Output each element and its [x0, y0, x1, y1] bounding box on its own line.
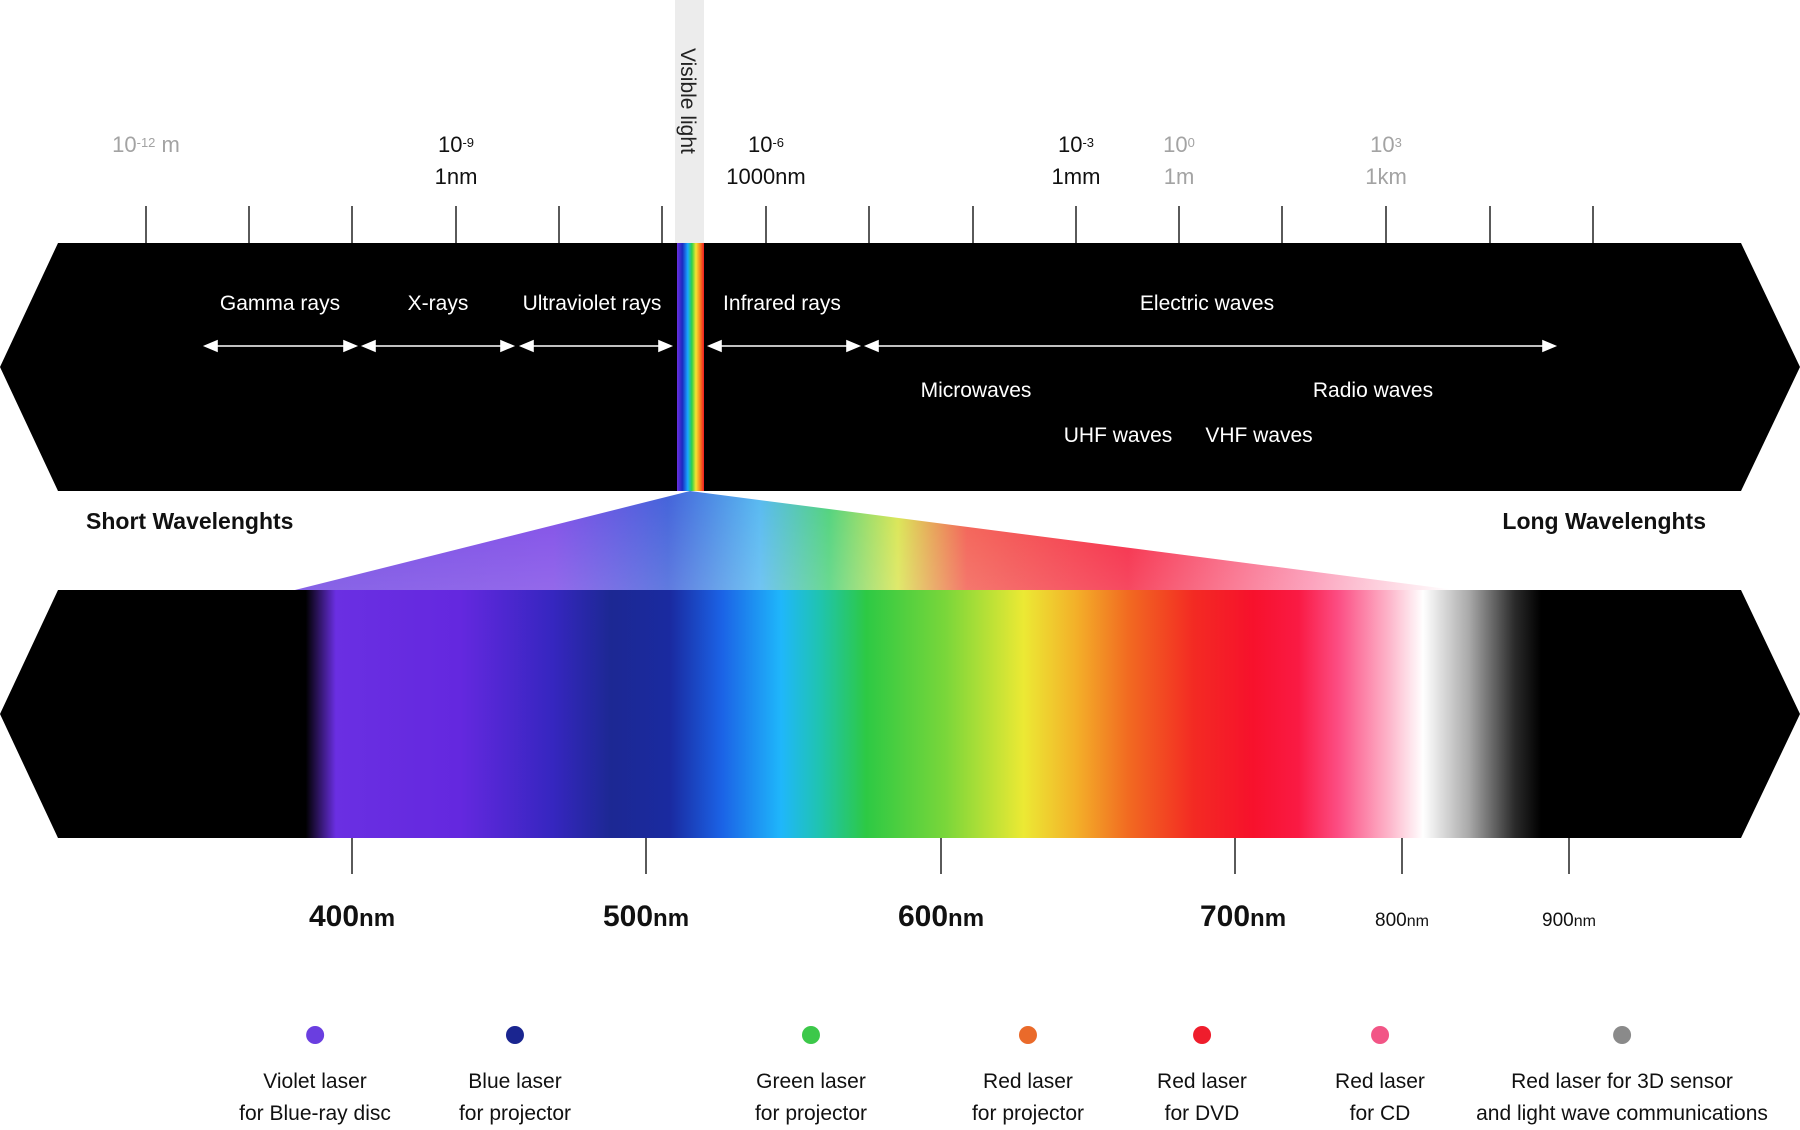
scale-exp: -6 — [772, 135, 785, 150]
scale-unit: m — [155, 132, 180, 157]
band-ultraviolet: Ultraviolet rays — [522, 292, 662, 315]
laser-blue: Blue laser for projector — [459, 1026, 571, 1130]
laser-dot — [505, 1026, 524, 1044]
scale-exp: 0 — [1187, 135, 1195, 150]
visible-light-strip — [677, 243, 704, 491]
nm-label-400: 400nm — [309, 900, 395, 934]
band-gamma-rays: Gamma rays — [219, 292, 341, 315]
band-vhf-waves: VHF waves — [1205, 424, 1313, 447]
nm-value: 600 — [897, 900, 949, 933]
laser-dot — [1192, 1026, 1211, 1044]
laser-line2: for projector — [971, 1102, 1085, 1125]
band-uhf-waves: UHF waves — [1063, 424, 1173, 447]
band-radio-waves: Radio waves — [1312, 379, 1434, 402]
laser-violet: Violet laser for Blue-ray disc — [239, 1026, 391, 1130]
nm-unit: nm — [1573, 913, 1596, 930]
laser-line2: for projector — [754, 1102, 868, 1125]
laser-line2: and light wave communications — [1476, 1102, 1768, 1125]
laser-dot — [306, 1026, 324, 1044]
top-scale-ticks — [145, 206, 1594, 243]
scale-label-1e-3: 10-3 1mm — [1052, 129, 1101, 193]
nm-label-800: 800nm — [1375, 910, 1429, 932]
laser-line1: Red laser — [1335, 1070, 1425, 1093]
long-wavelengths-label: Long Wavelenghts — [1502, 508, 1706, 534]
laser-green: Green laser for projector — [755, 1026, 867, 1130]
laser-line2: for projector — [458, 1102, 572, 1125]
nm-label-600: 600nm — [898, 900, 984, 934]
nm-value: 900 — [1542, 910, 1574, 931]
scale-exp: -9 — [462, 135, 475, 150]
scale-sub: 1nm — [434, 164, 478, 189]
laser-line1: Red laser for 3D sensor — [1511, 1070, 1733, 1093]
band-infrared: Infrared rays — [723, 292, 841, 315]
laser-dot — [1370, 1026, 1389, 1044]
scale-exp: -12 — [136, 135, 156, 150]
nm-label-900: 900nm — [1542, 910, 1596, 932]
nm-label-700: 700nm — [1200, 900, 1286, 934]
nm-label-500: 500nm — [603, 900, 689, 934]
band-arrows — [202, 339, 1558, 353]
scale-label-1e-12: 10-12 m — [112, 129, 180, 161]
visible-light-label: Visible light — [676, 48, 699, 154]
laser-dot — [1018, 1026, 1037, 1044]
scale-exp: -3 — [1082, 135, 1095, 150]
laser-red-3d-sensor: Red laser for 3D sensor and light wave c… — [1476, 1026, 1768, 1130]
band-electric-waves: Electric waves — [1139, 292, 1275, 315]
scale-label-1e3: 103 1km — [1365, 129, 1407, 193]
scale-base: 10 — [437, 132, 463, 157]
nm-value: 500 — [602, 900, 654, 933]
scale-sub: 1m — [1163, 164, 1195, 189]
scale-sub: 1km — [1365, 164, 1407, 189]
nm-value: 400 — [308, 900, 360, 933]
laser-line1: Red laser — [983, 1070, 1073, 1093]
laser-red-projector: Red laser for projector — [972, 1026, 1084, 1130]
laser-red-dvd: Red laser for DVD — [1157, 1026, 1247, 1130]
nm-unit: nm — [359, 905, 396, 932]
laser-red-cd: Red laser for CD — [1335, 1026, 1425, 1130]
visible-light-column — [675, 0, 704, 244]
nm-unit: nm — [1406, 913, 1429, 930]
scale-base: 10 — [112, 132, 137, 157]
laser-line2: for DVD — [1164, 1102, 1240, 1125]
scale-sub: 1000nm — [726, 164, 806, 189]
laser-line2: for CD — [1349, 1102, 1411, 1125]
scale-label-1e0: 100 1m — [1163, 129, 1195, 193]
band-microwaves: Microwaves — [920, 379, 1032, 402]
nm-unit: nm — [653, 905, 690, 932]
nm-unit: nm — [1250, 905, 1287, 932]
laser-line1: Violet laser — [263, 1070, 367, 1093]
laser-line2: for Blue-ray disc — [239, 1102, 391, 1125]
laser-line1: Red laser — [1157, 1070, 1247, 1093]
scale-base: 10 — [747, 132, 773, 157]
scale-exp: 3 — [1394, 135, 1402, 150]
scale-label-1e-6: 10-6 1000nm — [726, 129, 806, 193]
scale-label-1e-9: 10-9 1nm — [435, 129, 478, 193]
scale-base: 10 — [1057, 132, 1083, 157]
laser-line1: Blue laser — [468, 1070, 562, 1093]
laser-line1: Green laser — [756, 1070, 866, 1093]
nm-value: 700 — [1199, 900, 1251, 933]
nm-value: 800 — [1375, 910, 1407, 931]
scale-sub: 1mm — [1051, 164, 1101, 189]
scale-base: 10 — [1370, 132, 1395, 157]
scale-base: 10 — [1163, 132, 1188, 157]
band-x-rays: X-rays — [407, 292, 469, 315]
laser-dot — [801, 1026, 820, 1044]
nm-ticks — [351, 838, 1570, 874]
nm-unit: nm — [948, 905, 985, 932]
laser-dot — [1612, 1026, 1631, 1044]
visible-spectrum-band — [0, 590, 1800, 838]
short-wavelengths-label: Short Wavelenghts — [86, 508, 294, 534]
em-spectrum-band — [0, 243, 1800, 491]
